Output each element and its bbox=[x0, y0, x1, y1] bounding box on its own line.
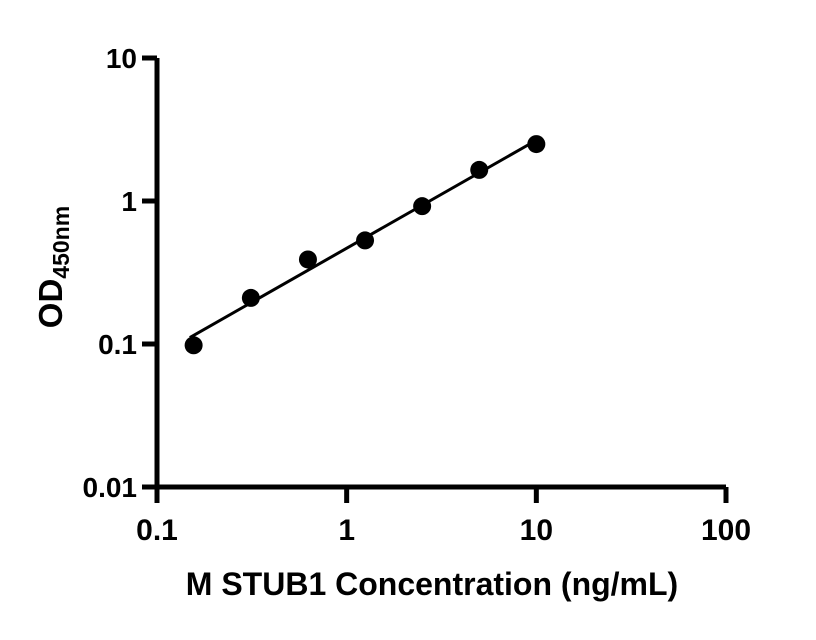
tick-labels: 0.01 0.1 1 10 0.1 1 10 100 bbox=[83, 43, 752, 547]
y-tick-label: 1 bbox=[121, 186, 137, 217]
y-axis-title: OD450nm bbox=[32, 206, 74, 328]
y-axis-title-main: OD bbox=[32, 279, 69, 329]
x-tick-label: 1 bbox=[338, 514, 355, 547]
data-point bbox=[413, 197, 432, 216]
y-tick-label: 0.1 bbox=[98, 329, 137, 360]
data-point bbox=[527, 135, 546, 154]
y-tick-label: 10 bbox=[106, 43, 137, 74]
x-tick-label: 0.1 bbox=[136, 514, 178, 547]
axis-frame bbox=[154, 58, 726, 490]
y-axis-title-subscript: 450nm bbox=[48, 206, 74, 279]
x-axis-title: M STUB1 Concentration (ng/mL) bbox=[186, 566, 678, 602]
data-point bbox=[184, 336, 203, 355]
tick-marks bbox=[142, 55, 729, 503]
y-tick-label: 0.01 bbox=[83, 472, 138, 503]
data-point bbox=[470, 160, 489, 179]
data-point bbox=[298, 250, 317, 269]
axes bbox=[154, 58, 726, 490]
x-tick-label: 100 bbox=[701, 514, 751, 547]
x-tick-label: 10 bbox=[520, 514, 553, 547]
data-point bbox=[241, 288, 260, 307]
plot-area bbox=[184, 135, 546, 355]
data-point bbox=[356, 231, 375, 250]
